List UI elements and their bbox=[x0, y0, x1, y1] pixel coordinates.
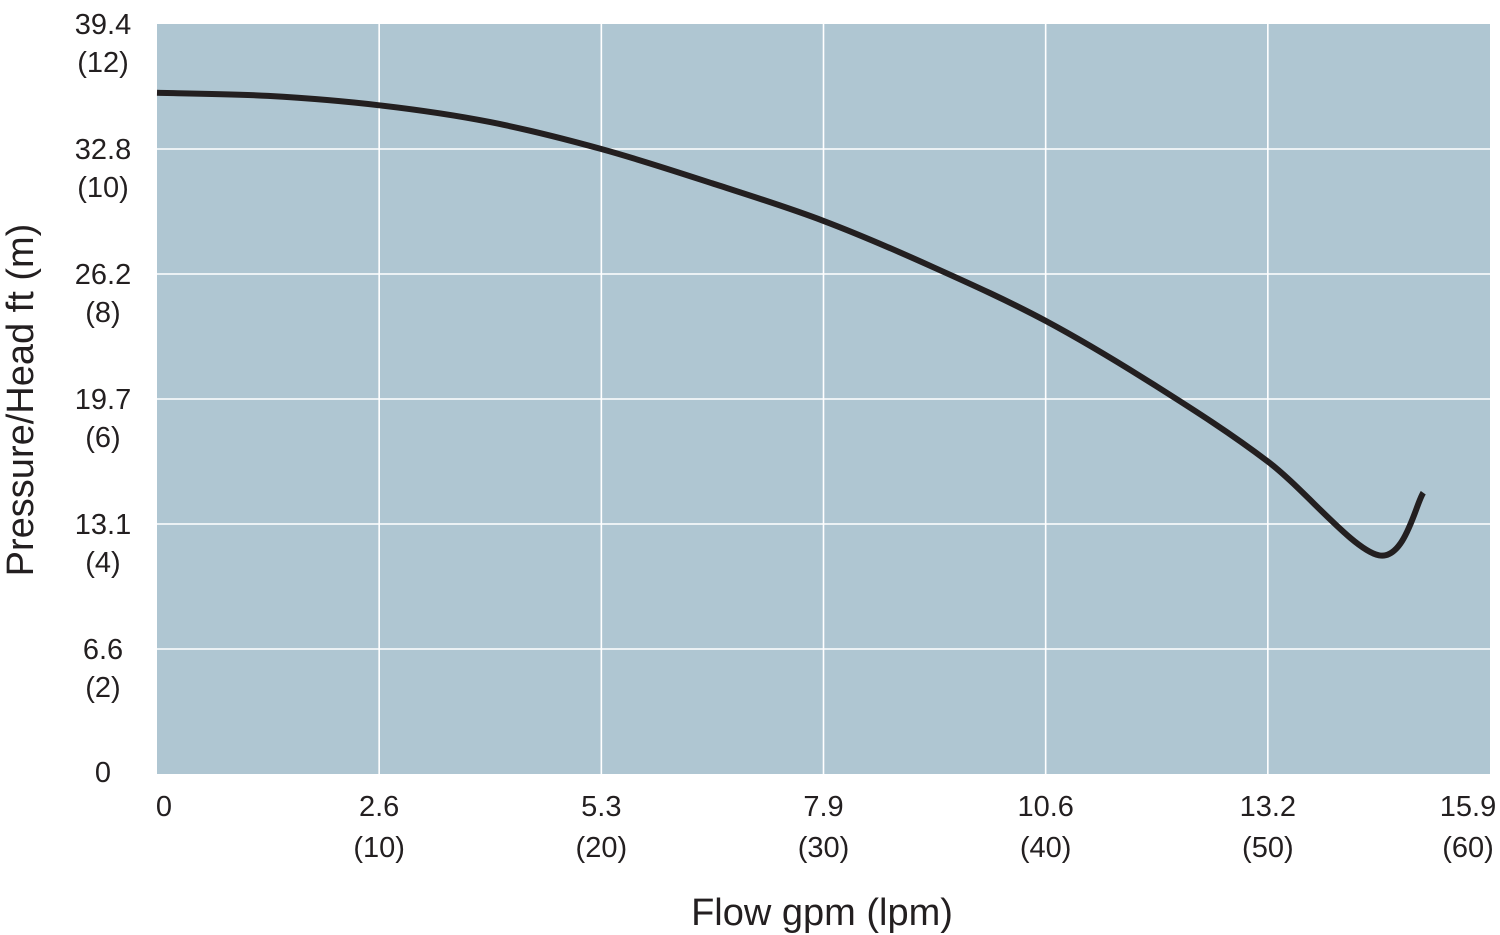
x-tick-sublabel: (60) bbox=[1442, 832, 1494, 864]
y-tick-label: 19.7 bbox=[75, 384, 131, 416]
y-tick-label: 39.4 bbox=[75, 9, 131, 41]
x-tick-label: 7.9 bbox=[803, 791, 843, 823]
x-axis-title: Flow gpm (lpm) bbox=[691, 892, 953, 934]
x-tick-sublabel: (50) bbox=[1242, 832, 1294, 864]
y-tick-label: 6.6 bbox=[83, 634, 123, 666]
x-tick-label: 13.2 bbox=[1240, 791, 1296, 823]
y-tick-label: 26.2 bbox=[75, 259, 131, 291]
x-tick-label: 2.6 bbox=[359, 791, 399, 823]
grid-lines bbox=[157, 24, 1490, 774]
y-axis-ticks: 0 6.6 (2) 13.1 (4) 19.7 (6) 26.2 (8) 32.8 (10) 39.4… bbox=[75, 9, 131, 789]
y-tick-sublabel: (12) bbox=[77, 47, 129, 79]
y-tick-sublabel: (10) bbox=[77, 172, 129, 204]
x-axis-ticks: 0 2.6 (10) 5.3 (20) 7.9 (30) 10.6 (40) 13.2 (50) 15… bbox=[156, 791, 1496, 864]
x-tick-sublabel: (10) bbox=[353, 832, 405, 864]
y-tick-sublabel: (6) bbox=[85, 422, 120, 454]
x-tick-label: 10.6 bbox=[1017, 791, 1073, 823]
x-tick-label: 0 bbox=[156, 791, 172, 823]
y-tick-sublabel: (2) bbox=[85, 672, 120, 704]
x-tick-sublabel: (40) bbox=[1020, 832, 1072, 864]
y-tick-sublabel: (4) bbox=[85, 547, 120, 579]
x-tick-label: 5.3 bbox=[581, 791, 621, 823]
y-tick-sublabel: (8) bbox=[85, 297, 120, 329]
x-tick-sublabel: (30) bbox=[798, 832, 850, 864]
y-tick-label: 0 bbox=[95, 757, 111, 789]
pressure-flow-curve bbox=[156, 89, 1426, 559]
y-tick-label: 32.8 bbox=[75, 134, 131, 166]
y-axis-title: Pressure/Head ft (m) bbox=[0, 224, 42, 577]
x-tick-sublabel: (20) bbox=[576, 832, 628, 864]
x-tick-label: 15.9 bbox=[1440, 791, 1496, 823]
y-tick-label: 13.1 bbox=[75, 509, 131, 541]
